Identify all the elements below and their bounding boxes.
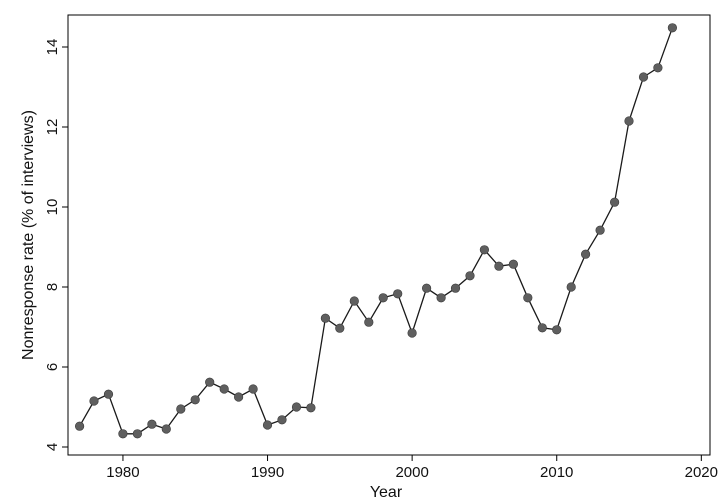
data-point bbox=[161, 424, 171, 434]
data-point bbox=[248, 384, 258, 394]
data-point bbox=[349, 296, 359, 306]
y-tick-label: 8 bbox=[44, 283, 61, 291]
data-point bbox=[580, 249, 591, 259]
y-axis-title: Nonresponse rate (% of interviews) bbox=[20, 110, 37, 360]
y-tick-label: 4 bbox=[44, 443, 61, 451]
data-point bbox=[147, 419, 157, 429]
data-point bbox=[393, 289, 403, 299]
data-point bbox=[609, 197, 620, 207]
plot-frame bbox=[67, 14, 711, 456]
data-point bbox=[262, 420, 273, 430]
data-point bbox=[234, 392, 244, 402]
data-point bbox=[364, 317, 374, 327]
data-point bbox=[205, 377, 215, 387]
x-tick-label: 2000 bbox=[395, 464, 428, 481]
data-point bbox=[320, 313, 331, 323]
data-point bbox=[89, 396, 99, 406]
data-point bbox=[118, 429, 128, 439]
data-point bbox=[132, 429, 142, 439]
x-tick-label: 1980 bbox=[106, 464, 139, 481]
x-tick-label: 2010 bbox=[540, 464, 573, 481]
data-point bbox=[624, 116, 634, 126]
data-point bbox=[103, 389, 114, 399]
data-point bbox=[436, 293, 446, 303]
data-point bbox=[566, 282, 576, 292]
data-point bbox=[595, 225, 605, 235]
y-tick-label: 6 bbox=[44, 363, 61, 371]
data-point bbox=[479, 245, 490, 255]
series-nonresponse bbox=[74, 23, 678, 439]
y-tick-label: 14 bbox=[44, 39, 61, 56]
data-point bbox=[335, 323, 345, 333]
data-point bbox=[465, 271, 475, 281]
x-tick-label: 2020 bbox=[685, 464, 718, 481]
data-point bbox=[638, 72, 649, 82]
y-tick-label: 12 bbox=[44, 119, 61, 136]
data-point bbox=[378, 293, 388, 303]
data-point bbox=[523, 293, 533, 303]
data-point bbox=[537, 323, 547, 333]
data-point bbox=[407, 328, 417, 338]
data-point bbox=[667, 23, 678, 33]
data-point bbox=[277, 415, 287, 425]
data-point bbox=[422, 283, 432, 293]
y-tick-label: 10 bbox=[44, 199, 61, 216]
data-point bbox=[74, 421, 85, 431]
data-point bbox=[176, 404, 186, 414]
data-point bbox=[552, 325, 562, 335]
data-point bbox=[306, 403, 316, 413]
y-axis: 4 6 8 10 12 14 bbox=[44, 39, 68, 451]
x-tick-label: 1990 bbox=[251, 464, 284, 481]
series-line bbox=[79, 27, 674, 435]
data-point bbox=[291, 402, 302, 412]
x-axis: 1980 1990 2000 2010 2020 bbox=[106, 455, 718, 481]
data-point bbox=[653, 63, 663, 73]
x-axis-title: Year bbox=[370, 484, 403, 501]
data-point bbox=[190, 395, 200, 405]
data-point bbox=[450, 283, 461, 293]
data-point bbox=[494, 261, 504, 271]
data-point bbox=[508, 259, 519, 269]
data-point bbox=[219, 384, 229, 394]
